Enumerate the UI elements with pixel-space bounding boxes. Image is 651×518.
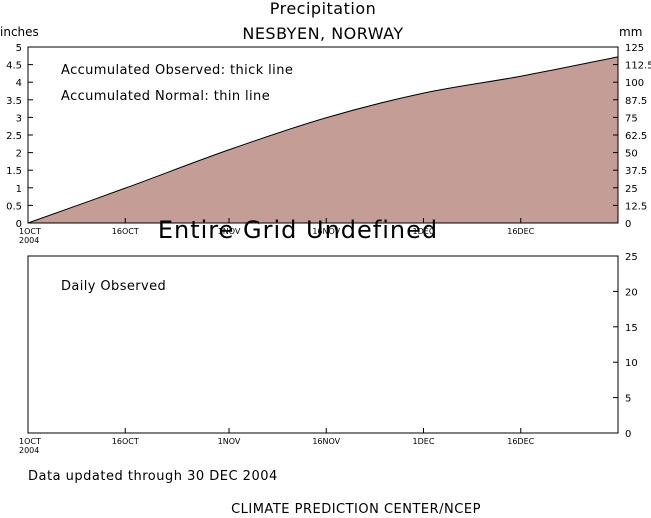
left-y-tick-label: 5 <box>16 43 22 54</box>
daily-x-year-label: 2004 <box>19 446 39 455</box>
left-y-tick-label: 2 <box>16 149 22 160</box>
x-tick-label: 16DEC <box>507 227 534 236</box>
right-y-tick-label: 12.5 <box>625 201 647 212</box>
daily-y-tick-label: 10 <box>625 358 638 369</box>
left-y-tick-label: 0 <box>16 219 22 230</box>
right-y-tick-label: 112.5 <box>625 61 651 72</box>
left-y-tick-label: 3.5 <box>6 96 22 107</box>
daily-y-tick-label: 5 <box>625 394 631 405</box>
chart-title: Precipitation <box>270 0 377 18</box>
x-tick-label: 1OCT <box>19 227 41 236</box>
right-y-tick-label: 0 <box>625 219 631 230</box>
x-tick-label: 1NOV <box>218 437 241 446</box>
credit-line: CLIMATE PREDICTION CENTER/NCEP <box>231 502 481 517</box>
data-updated-note: Data updated through 30 DEC 2004 <box>28 469 278 484</box>
x-tick-label: 16NOV <box>312 437 340 446</box>
left-y-tick-label: 2.5 <box>6 131 22 142</box>
left-y-tick-label: 1 <box>16 184 22 195</box>
right-y-tick-label: 125 <box>625 43 644 54</box>
accumulated-axis-ticks: 00.511.522.533.544.55012.52537.55062.575… <box>6 43 651 245</box>
left-y-tick-label: 4 <box>16 78 22 89</box>
daily-axis-ticks: 0 5 10 15 20 25 1OCT 16OCT 1NOV 16NOV 1DEC 16DEC 200… <box>19 252 638 455</box>
daily-y-tick-label: 20 <box>625 287 638 298</box>
left-axis-unit-label: inches <box>0 25 39 39</box>
left-y-tick-label: 0.5 <box>6 201 22 212</box>
left-y-tick-label: 4.5 <box>6 61 22 72</box>
right-y-tick-label: 50 <box>625 149 638 160</box>
observed-legend-note: Accumulated Observed: thick line <box>61 63 293 78</box>
x-tick-label: 16OCT <box>112 437 139 446</box>
right-y-tick-label: 87.5 <box>625 96 647 107</box>
right-y-tick-label: 100 <box>625 78 644 89</box>
undefined-grid-message: Entire Grid Undefined <box>158 216 438 244</box>
accumulated-panel: 00.511.522.533.544.55012.52537.55062.575… <box>6 43 651 245</box>
left-y-tick-label: 3 <box>16 113 22 124</box>
x-tick-label: 1NOV <box>218 227 241 236</box>
x-tick-label: 1DEC <box>413 227 435 236</box>
chart-subtitle: NESBYEN, NORWAY <box>242 24 403 43</box>
daily-panel: 0 5 10 15 20 25 1OCT 16OCT 1NOV 16NOV 1DEC 16DEC 200… <box>19 252 638 455</box>
x-year-label: 2004 <box>19 236 39 245</box>
x-tick-label: 1DEC <box>413 437 435 446</box>
daily-y-tick-label: 25 <box>625 252 638 263</box>
right-y-tick-label: 62.5 <box>625 131 647 142</box>
right-y-tick-label: 25 <box>625 184 638 195</box>
x-tick-label: 16NOV <box>312 227 340 236</box>
daily-y-tick-label: 15 <box>625 323 638 334</box>
daily-y-tick-label: 0 <box>625 429 631 440</box>
x-tick-label: 1OCT <box>19 437 41 446</box>
normal-legend-note: Accumulated Normal: thin line <box>61 89 270 104</box>
x-tick-label: 16DEC <box>507 437 534 446</box>
x-tick-label: 16OCT <box>112 227 139 236</box>
left-y-tick-label: 1.5 <box>6 166 22 177</box>
right-axis-unit-label: mm <box>619 25 642 39</box>
right-y-tick-label: 75 <box>625 113 638 124</box>
right-y-tick-label: 37.5 <box>625 166 647 177</box>
daily-observed-note: Daily Observed <box>61 279 166 294</box>
daily-panel-frame <box>27 255 619 434</box>
accumulated-normal-area <box>28 56 618 223</box>
accumulated-normal-line <box>27 56 619 224</box>
